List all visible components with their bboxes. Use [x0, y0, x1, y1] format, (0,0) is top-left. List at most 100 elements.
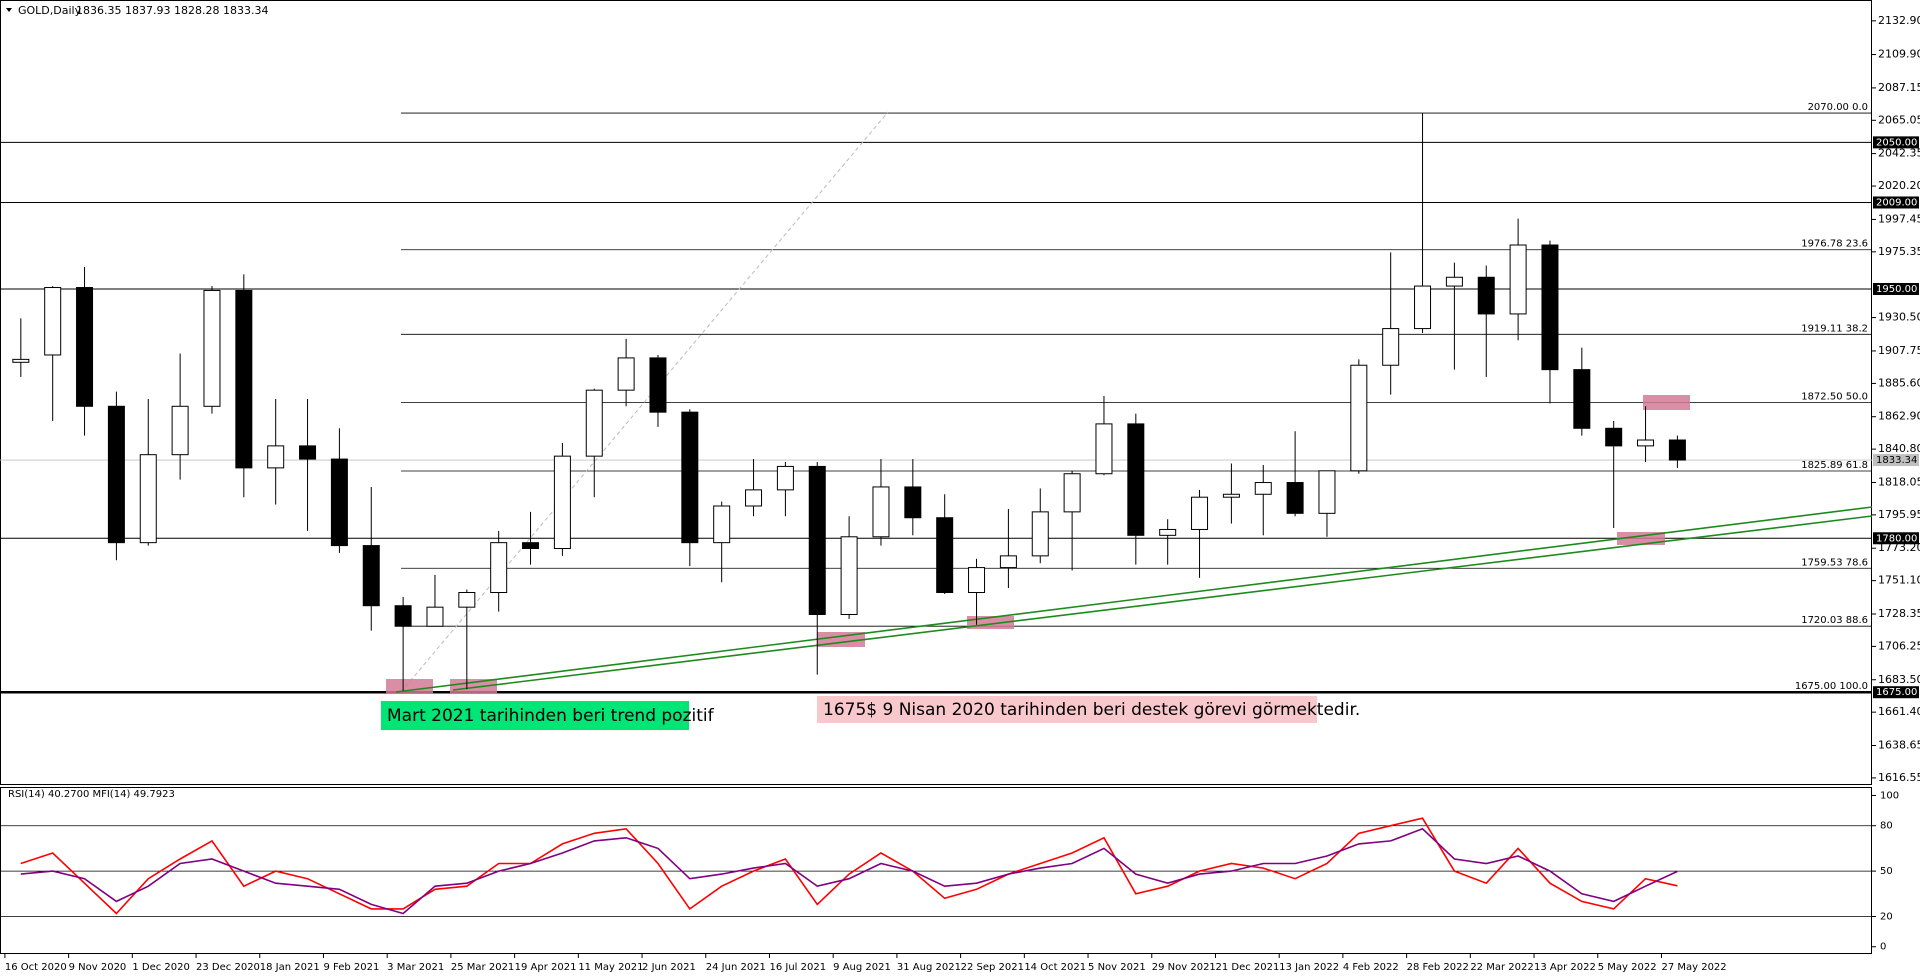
indicator-line — [20, 817, 1678, 915]
y-tick-label: 1638.65 — [1878, 739, 1920, 752]
x-tick-label: 31 Aug 2021 — [897, 962, 961, 973]
x-tick-label: 9 Feb 2021 — [323, 962, 379, 973]
x-tick-label: 18 Jan 2021 — [260, 962, 320, 973]
x-tick-label: 27 May 2022 — [1661, 962, 1726, 973]
fib-label: 1976.78 23.6 — [1801, 239, 1868, 250]
indicator-title: RSI(14) 40.2700 MFI(14) 49.7923 — [8, 789, 175, 800]
x-tick-label: 19 Apr 2021 — [515, 962, 577, 973]
candle-body — [617, 357, 635, 391]
y-tick-label: 1751.10 — [1878, 574, 1920, 587]
candle-body — [1477, 276, 1495, 315]
candle-body — [968, 567, 986, 594]
candle-body — [1222, 493, 1240, 498]
y-tick-label: 2109.90 — [1878, 48, 1920, 61]
x-tick-label: 25 Mar 2021 — [451, 962, 514, 973]
y-tick-label: 1706.25 — [1878, 639, 1920, 652]
fib-label: 1919.11 38.2 — [1801, 323, 1868, 334]
x-tick-label: 23 Dec 2020 — [196, 962, 260, 973]
candle-body — [394, 605, 412, 627]
candle-body — [330, 458, 348, 547]
candle-body — [1573, 369, 1591, 429]
level-label: 2009.00 — [1876, 197, 1917, 208]
annotation-box — [381, 701, 689, 730]
x-tick-label: 9 Nov 2020 — [69, 962, 127, 973]
fib-trend-line — [400, 111, 889, 693]
candle-body — [1031, 511, 1049, 557]
candle-body — [776, 465, 794, 491]
y-tick-label: 1997.45 — [1878, 212, 1920, 225]
x-tick-label: 16 Jul 2021 — [769, 962, 826, 973]
x-tick-label: 3 Mar 2021 — [387, 962, 444, 973]
annotation-box — [817, 696, 1317, 723]
candle-body — [872, 486, 890, 538]
x-tick-label: 28 Feb 2022 — [1407, 962, 1469, 973]
y-tick-label: 1661.40 — [1878, 705, 1920, 718]
y-tick-label: 1907.75 — [1878, 344, 1920, 357]
y-tick-label: 2132.90 — [1878, 14, 1920, 27]
candle-body — [1414, 285, 1432, 330]
x-tick-label: 13 Apr 2022 — [1534, 962, 1596, 973]
candle-body — [808, 465, 826, 616]
y-tick-label: 1683.50 — [1878, 673, 1920, 686]
candle-body — [681, 411, 699, 544]
symbol: GOLD,Daily — [18, 4, 82, 17]
y-tick-label: 100 — [1880, 790, 1899, 801]
level-label: 1950.00 — [1876, 284, 1917, 295]
x-tick-label: 29 Nov 2021 — [1152, 962, 1216, 973]
y-tick-label: 1862.90 — [1878, 410, 1920, 423]
candle-body — [553, 455, 571, 550]
annotation: Mart 2021 tarihinden beri trend pozitif — [387, 706, 715, 726]
y-tick-label: 1616.55 — [1878, 771, 1920, 784]
level-box — [1873, 196, 1919, 209]
indicator-line — [20, 827, 1678, 915]
ohlc: 1836.35 1837.93 1828.28 1833.34 — [76, 4, 268, 17]
candle-body — [1541, 244, 1559, 371]
y-tick-label: 80 — [1880, 821, 1893, 832]
trend-line — [395, 506, 1873, 693]
candle-body — [490, 542, 508, 594]
candle-body — [12, 358, 30, 363]
candle-body — [1191, 496, 1209, 530]
x-tick-label: 24 Jun 2021 — [706, 962, 766, 973]
candle-body — [1286, 482, 1304, 514]
level-box — [1873, 282, 1919, 295]
x-tick-label: 1 Dec 2020 — [132, 962, 190, 973]
candle-body — [1318, 470, 1336, 514]
x-tick-label: 4 Feb 2022 — [1343, 962, 1399, 973]
y-tick-label: 0 — [1880, 942, 1886, 953]
y-tick-label: 1773.20 — [1878, 541, 1920, 554]
candle-body — [713, 505, 731, 544]
y-tick-label: 1728.35 — [1878, 607, 1920, 620]
candle-body — [840, 536, 858, 616]
y-tick-label: 50 — [1880, 866, 1893, 877]
last-price-box — [1873, 454, 1919, 467]
candle-body — [522, 542, 540, 550]
main-panel-frame — [0, 0, 1872, 785]
candle-body — [904, 486, 922, 519]
x-tick-label: 13 Jan 2022 — [1279, 962, 1339, 973]
x-tick-label: 22 Mar 2022 — [1470, 962, 1533, 973]
x-tick-label: 14 Oct 2021 — [1024, 962, 1086, 973]
candle-body — [1254, 482, 1272, 495]
candle-body — [171, 405, 189, 456]
fib-label: 1675.00 100.0 — [1795, 681, 1868, 692]
last-price-label: 1833.34 — [1876, 455, 1917, 466]
x-tick-label: 5 Nov 2021 — [1088, 962, 1146, 973]
y-tick-label: 1885.60 — [1878, 376, 1920, 389]
candle-body — [1350, 364, 1368, 472]
y-tick-label: 1818.05 — [1878, 475, 1920, 488]
candle-body — [299, 445, 317, 460]
y-tick-label: 1930.50 — [1878, 311, 1920, 324]
candle-body — [1159, 528, 1177, 536]
trend-line — [452, 515, 1873, 691]
menu-arrow — [6, 8, 12, 12]
x-tick-label: 9 Aug 2021 — [833, 962, 891, 973]
candle-body — [426, 606, 444, 627]
drawings: Mart 2021 tarihinden beri trend pozitif … — [381, 111, 1873, 730]
y-tick-label: 20 — [1880, 911, 1893, 922]
candle-body — [267, 445, 285, 469]
candle-body — [203, 289, 221, 407]
candle-body — [1445, 276, 1463, 287]
fib-label: 2070.00 0.0 — [1808, 102, 1868, 113]
